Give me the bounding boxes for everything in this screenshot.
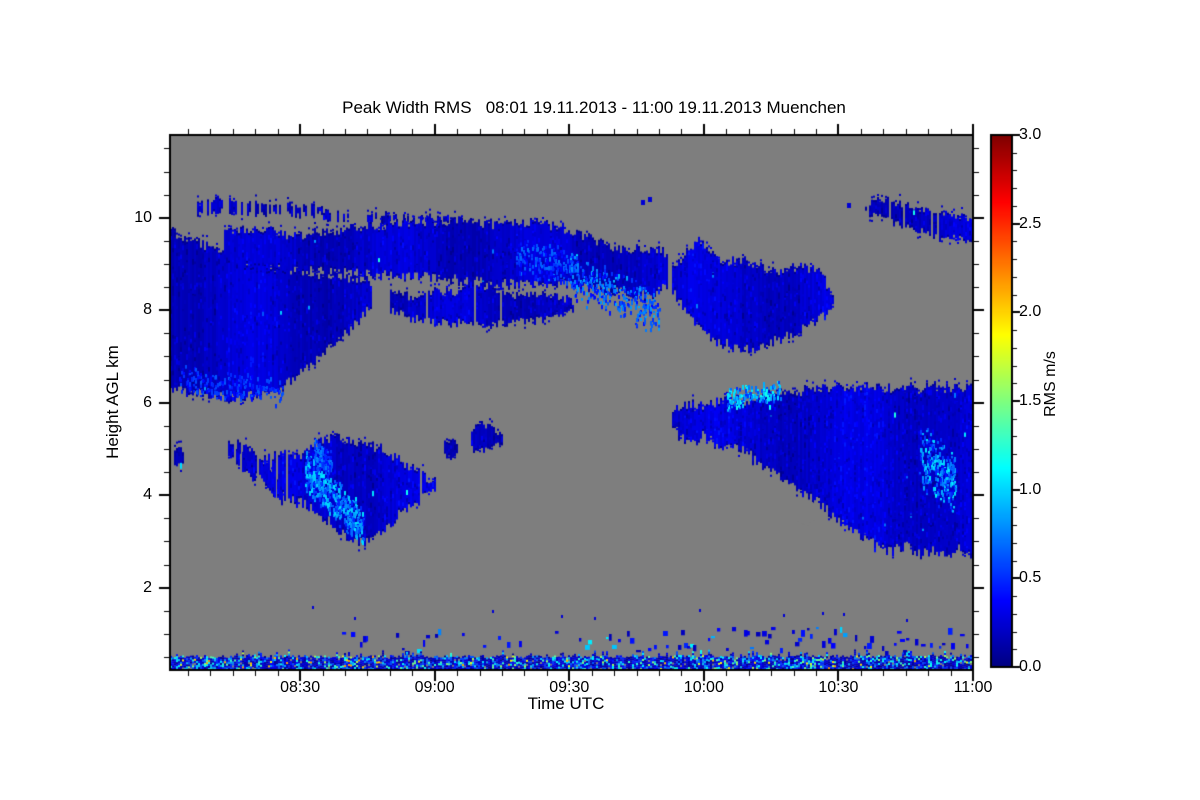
y-tick-label: 8	[143, 301, 152, 319]
y-tick-label: 4	[143, 486, 152, 504]
colorbar-tick-label: 3.0	[1019, 126, 1042, 143]
y-tick-label: 10	[134, 208, 152, 226]
x-tick-label: 09:00	[414, 679, 455, 696]
colorbar-tick-label: 1.5	[1019, 392, 1042, 409]
x-tick-label: 09:30	[549, 679, 590, 696]
colorbar-tick-label: 1.0	[1019, 480, 1042, 498]
colorbar-tick-label: 2.0	[1019, 303, 1042, 321]
x-axis-label: Time UTC	[527, 694, 605, 713]
colorbar-tick-label: 2.5	[1019, 214, 1042, 232]
x-tick-label: 10:30	[818, 679, 859, 696]
y-tick-label: 2	[143, 578, 152, 596]
chart-title: Peak Width RMS 08:01 19.11.2013 - 11:00 …	[342, 98, 846, 117]
x-tick-label: 11:00	[953, 679, 993, 696]
colorbar-tick-label: 0.5	[1019, 569, 1042, 587]
colorbar-tick-label: 0.0	[1019, 658, 1042, 675]
y-tick-label: 6	[143, 393, 152, 411]
x-tick-label: 08:30	[280, 679, 321, 696]
x-tick-label: 10:00	[683, 679, 724, 696]
